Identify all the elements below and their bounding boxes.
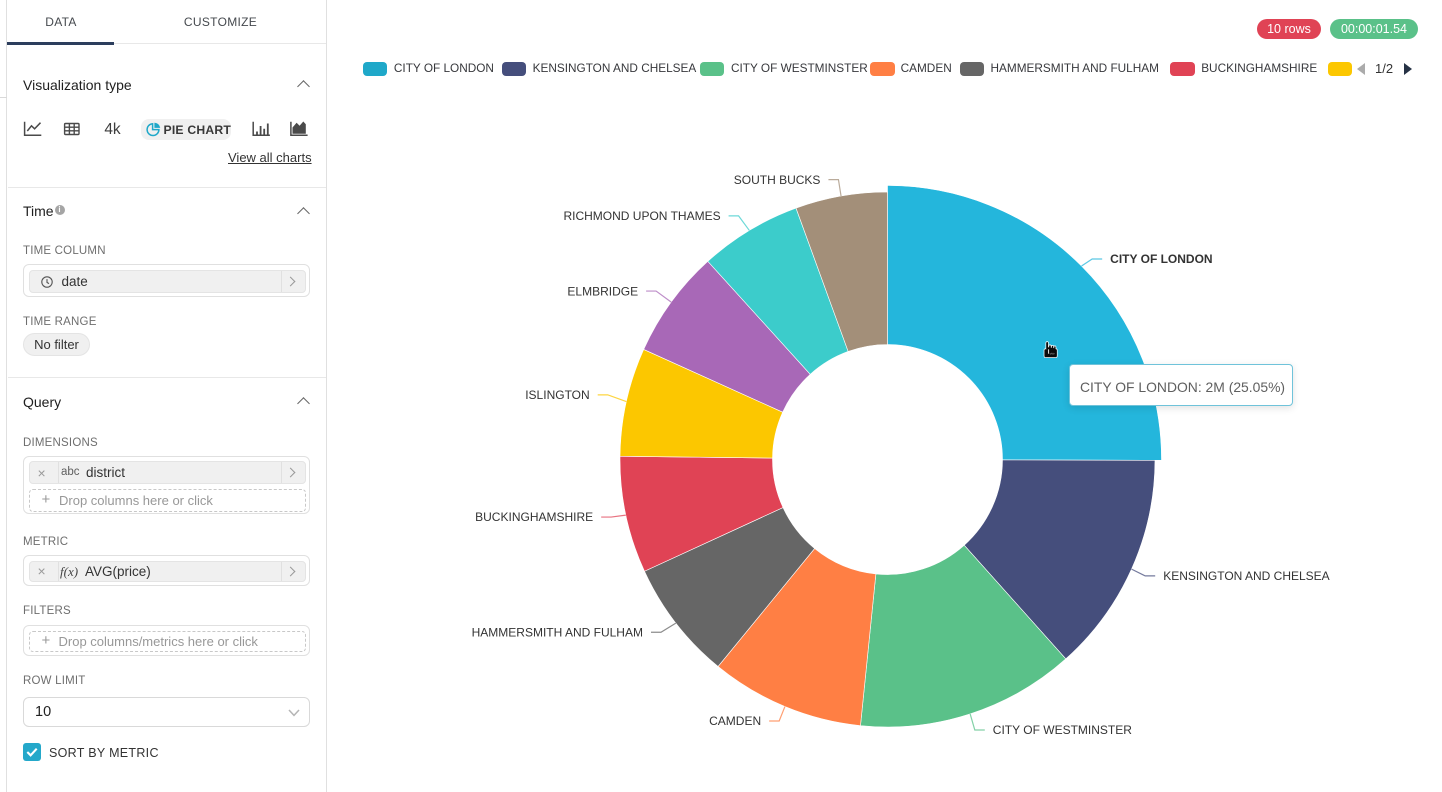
svg-text:CITY OF WESTMINSTER: CITY OF WESTMINSTER bbox=[993, 723, 1132, 737]
svg-text:RICHMOND UPON THAMES: RICHMOND UPON THAMES bbox=[563, 209, 720, 223]
svg-text:CAMDEN: CAMDEN bbox=[709, 714, 761, 728]
svg-text:HAMMERSMITH AND FULHAM: HAMMERSMITH AND FULHAM bbox=[472, 625, 643, 639]
svg-text:ELMBRIDGE: ELMBRIDGE bbox=[567, 284, 638, 298]
svg-text:KENSINGTON AND CHELSEA: KENSINGTON AND CHELSEA bbox=[1163, 569, 1330, 583]
svg-text:CITY OF LONDON: CITY OF LONDON bbox=[1110, 252, 1212, 266]
svg-text:ISLINGTON: ISLINGTON bbox=[525, 388, 589, 402]
svg-text:BUCKINGHAMSHIRE: BUCKINGHAMSHIRE bbox=[475, 510, 593, 524]
svg-text:SOUTH BUCKS: SOUTH BUCKS bbox=[734, 173, 821, 187]
